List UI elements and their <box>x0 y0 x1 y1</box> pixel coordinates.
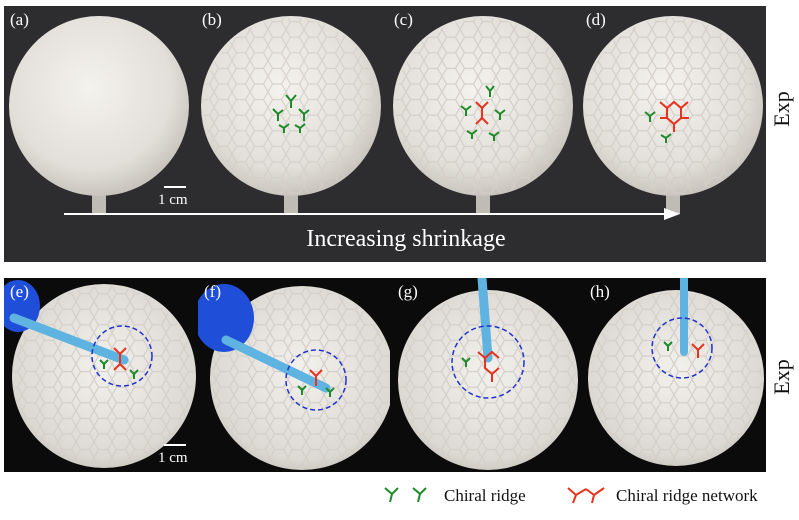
network-marks <box>475 101 489 125</box>
panel-b: (b) <box>196 6 386 221</box>
side-label-top: Exp <box>769 91 794 127</box>
panel-e: (e) 1 cm <box>4 278 196 472</box>
chiral-ridge-icon <box>384 487 427 503</box>
top-photo-strip: (a) 1 cm (b) <box>4 6 766 262</box>
panel-h: (h) <box>584 278 766 472</box>
shell-image-b <box>201 16 381 214</box>
panel-letter: (f) <box>204 282 221 301</box>
panel-letter: (a) <box>10 10 29 29</box>
legend-label: Chiral ridge network <box>616 486 758 505</box>
panel-letter: (h) <box>590 282 610 301</box>
chiral-ridge-marks <box>272 94 310 133</box>
bottom-photo-strip: (e) 1 cm (f) (g) <box>4 278 766 472</box>
scale-bar <box>164 444 186 446</box>
panel-g: (g) <box>392 278 582 472</box>
chiral-ridge-marks <box>644 111 672 143</box>
side-label-bottom: Exp <box>769 359 794 395</box>
scale-bar <box>164 186 186 188</box>
shell-image-e <box>4 280 196 468</box>
chiral-ridge-network-icon <box>567 487 605 504</box>
shrinkage-arrow <box>64 208 680 220</box>
panel-letter: (g) <box>398 282 418 301</box>
scale-label: 1 cm <box>158 450 188 466</box>
shell-image-d <box>583 16 763 214</box>
shell-image-h <box>588 278 764 466</box>
panel-letter: (c) <box>394 10 413 29</box>
shell-image-a <box>9 16 189 214</box>
panel-a: (a) 1 cm <box>4 6 194 221</box>
panel-letter: (d) <box>586 10 606 29</box>
panel-f: (f) <box>198 278 390 472</box>
panel-letter: (b) <box>202 10 222 29</box>
scale-label: 1 cm <box>158 192 188 208</box>
panel-letter: (e) <box>10 282 29 301</box>
panel-d: (d) <box>580 6 766 221</box>
chiral-ridge-marks <box>460 85 506 141</box>
shell-image-g <box>398 278 578 470</box>
network-marks <box>659 100 689 132</box>
panel-c: (c) <box>388 6 578 221</box>
shrinkage-label: Increasing shrinkage <box>306 226 506 252</box>
shell-image-c <box>393 16 573 214</box>
legend-label: Chiral ridge <box>444 486 526 505</box>
shell-image-f <box>198 284 390 470</box>
